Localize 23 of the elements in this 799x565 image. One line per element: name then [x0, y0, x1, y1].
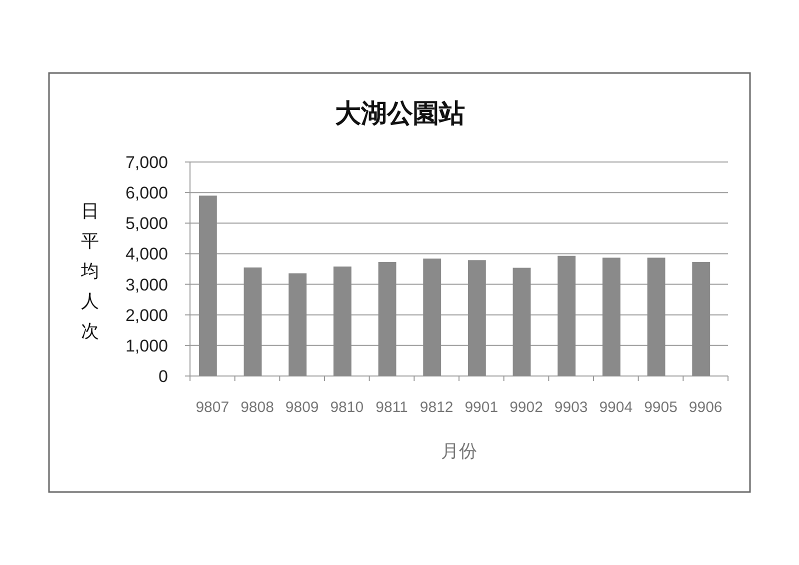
x-tick-label: 9808 — [240, 399, 274, 416]
x-tick-label: 9902 — [510, 399, 543, 416]
x-tick-label: 9809 — [285, 399, 319, 416]
y-tick-label: 6,000 — [125, 184, 168, 203]
y-tick-label: 7,000 — [125, 153, 168, 172]
y-axis-title: 日平均人次 — [80, 201, 99, 341]
x-tick-label: 9810 — [330, 399, 364, 416]
y-tick-label: 1,000 — [125, 336, 168, 356]
x-tick-label: 9904 — [599, 399, 633, 416]
y-tick-label: 4,000 — [125, 244, 168, 264]
y-tick-label: 0 — [158, 367, 168, 386]
x-tick-label: 9807 — [196, 399, 230, 416]
chart-title: 大湖公園站 — [335, 98, 465, 128]
x-tick-label: 9811 — [376, 399, 408, 416]
x-tick-label: 9906 — [688, 399, 722, 416]
x-tick-label: 9901 — [464, 399, 498, 416]
x-axis-title: 月份 — [441, 441, 477, 461]
y-tick-label: 5,000 — [125, 214, 168, 234]
x-tick-label: 9905 — [644, 399, 678, 416]
x-tick-label: 9812 — [420, 399, 454, 416]
x-tick-label: 9903 — [554, 399, 588, 416]
y-tick-label: 2,000 — [125, 306, 168, 325]
y-tick-label: 3,000 — [125, 275, 168, 294]
